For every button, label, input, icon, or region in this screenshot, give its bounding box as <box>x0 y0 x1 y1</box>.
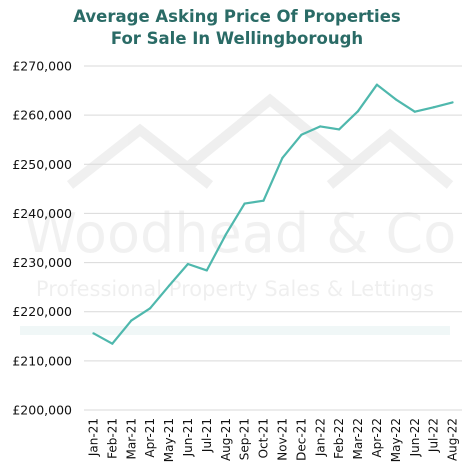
data-point <box>224 233 227 236</box>
series-line <box>92 83 453 345</box>
chart-title-line-2: For Sale In Wellingborough <box>110 29 364 48</box>
y-tick-label: £220,000 <box>12 304 72 319</box>
y-tick-label: £200,000 <box>12 403 72 418</box>
data-point <box>92 332 95 335</box>
x-tick-label: Jul-21 <box>200 418 214 453</box>
data-point <box>300 133 303 136</box>
data-point <box>338 128 341 131</box>
watermark-house-icon <box>66 93 454 189</box>
x-tick-label: Apr-21 <box>143 418 157 458</box>
data-point <box>413 110 416 113</box>
x-tick-label: Mar-21 <box>124 418 138 459</box>
x-tick-label: Feb-22 <box>332 418 346 459</box>
data-point <box>205 269 208 272</box>
x-tick-label: Jun-22 <box>408 418 422 457</box>
grid-lines <box>84 65 462 411</box>
chart-title-line-1: Average Asking Price Of Properties <box>73 7 401 26</box>
x-tick-label: Apr-22 <box>370 418 384 458</box>
x-tick-label: May-21 <box>162 418 176 462</box>
data-point <box>111 342 114 345</box>
data-point <box>243 202 246 205</box>
x-tick-label: Jul-22 <box>427 418 441 453</box>
x-tick-label: Nov-21 <box>275 418 289 461</box>
watermark: Woodhead & Co Professional Property Sale… <box>20 93 456 335</box>
data-point <box>186 262 190 266</box>
data-point <box>432 106 435 109</box>
y-tick-label: £210,000 <box>12 353 72 368</box>
x-tick-label: Mar-22 <box>351 418 365 459</box>
x-tick-label: Jun-21 <box>181 418 195 457</box>
series-points <box>92 83 454 345</box>
y-tick-label: £240,000 <box>12 206 72 221</box>
x-tick-label: Jan-22 <box>313 418 327 457</box>
data-point <box>394 98 397 101</box>
x-tick-label: Oct-21 <box>257 418 271 458</box>
data-point <box>281 156 284 159</box>
y-tick-label: £270,000 <box>12 59 72 74</box>
data-point <box>356 110 360 113</box>
y-tick-label: £250,000 <box>12 157 72 172</box>
y-tick-label: £260,000 <box>12 108 72 123</box>
x-tick-label: Feb-21 <box>105 418 119 459</box>
x-tick-label: Jan-21 <box>86 418 100 457</box>
x-tick-label: Aug-22 <box>446 418 460 461</box>
data-point <box>130 319 133 322</box>
y-tick-label: £230,000 <box>12 255 72 270</box>
data-point <box>319 125 322 128</box>
watermark-tagline-text: Professional Property Sales & Lettings <box>36 277 434 301</box>
data-point <box>451 101 454 104</box>
data-point <box>262 199 265 202</box>
y-axis-ticks: £200,000 £210,000 £220,000 £230,000 £240,000… <box>12 59 72 418</box>
data-point <box>149 307 152 310</box>
data-point <box>167 284 171 287</box>
x-tick-label: Aug-21 <box>219 418 233 461</box>
x-tick-label: Sep-21 <box>238 418 252 460</box>
x-axis-ticks: Jan-21 Feb-21 Mar-21 Apr-21 May-21 Jun-21 Jul-… <box>86 418 459 462</box>
chart-title: Average Asking Price Of Properties For S… <box>0 6 474 50</box>
x-tick-label: Dec-21 <box>294 418 308 461</box>
data-point <box>375 83 379 86</box>
watermark-band <box>20 326 450 335</box>
x-tick-label: May-22 <box>389 418 403 462</box>
